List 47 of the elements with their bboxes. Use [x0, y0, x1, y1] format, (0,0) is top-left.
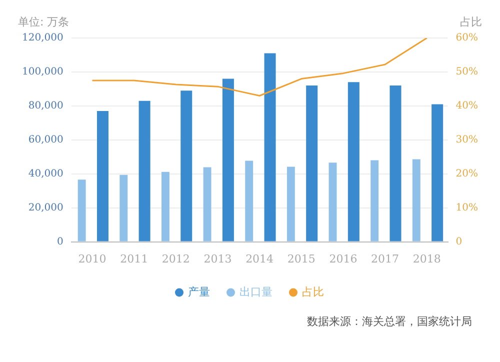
y-tick-label: 80,000 [28, 100, 64, 112]
y-axis-title: 单位: 万条 [18, 15, 70, 28]
bar [245, 160, 254, 242]
y-tick-label: 60,000 [28, 134, 64, 146]
y2-tick-label: 10% [456, 202, 478, 214]
bar [286, 166, 295, 242]
bar [161, 172, 170, 242]
y2-tick-label: 50% [456, 66, 478, 78]
x-tick-label: 2014 [246, 252, 274, 266]
bar [370, 160, 379, 242]
bar [203, 167, 212, 242]
y-tick-label: 40,000 [28, 168, 64, 180]
x-tick-label: 2012 [162, 252, 190, 266]
y-tick-label: 120,000 [22, 32, 64, 44]
y2-axis-title: 占比 [460, 15, 482, 28]
bar [390, 86, 402, 242]
x-tick-label: 2018 [412, 252, 441, 266]
x-tick-label: 2017 [371, 252, 400, 266]
x-tick-label: 2015 [287, 252, 316, 266]
y2-tick-label: 30% [456, 134, 478, 146]
bar [78, 180, 86, 242]
y2-tick-label: 0 [456, 236, 462, 248]
x-tick-label: 2010 [78, 252, 106, 266]
bar [306, 86, 318, 242]
x-tick-label: 2011 [120, 252, 148, 266]
bar [264, 53, 276, 242]
y2-tick-label: 40% [456, 100, 478, 112]
bar [412, 159, 420, 242]
bar [138, 100, 150, 242]
y2-tick-label: 20% [456, 168, 478, 180]
y-tick-label: 20,000 [28, 202, 64, 214]
x-tick-label: 2013 [204, 252, 232, 266]
legend-label: 产量 [188, 285, 210, 298]
bar [96, 111, 108, 242]
source-note: 数据来源：海关总署，国家统计局 [306, 314, 473, 329]
x-tick-label: 2016 [329, 252, 358, 266]
bar [328, 162, 337, 242]
y-tick-label: 100,000 [22, 66, 64, 78]
legend-label: 占比 [302, 285, 324, 298]
bar [180, 90, 192, 242]
bar [432, 104, 444, 242]
bar [348, 82, 360, 242]
bar [222, 78, 234, 242]
y2-tick-label: 60% [456, 32, 478, 44]
legend-label: 出口量 [239, 285, 272, 298]
y-tick-label: 0 [56, 236, 64, 248]
bar [120, 174, 128, 242]
